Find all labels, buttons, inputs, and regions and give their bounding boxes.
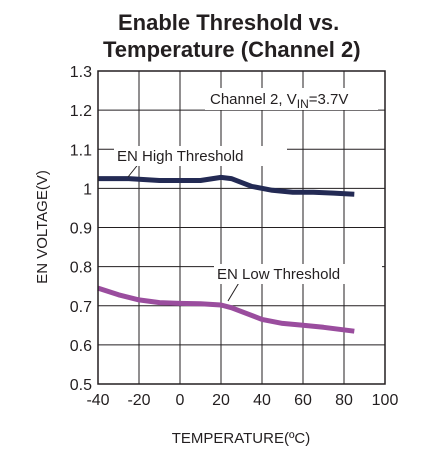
y-tick-label: 0.5 bbox=[70, 377, 92, 394]
x-tick-label: 100 bbox=[372, 392, 399, 409]
x-tick-label: -40 bbox=[86, 392, 109, 409]
y-tick-label: 1.2 bbox=[70, 103, 92, 120]
x-tick-labels: -40 -20 0 20 40 60 80 100 bbox=[86, 392, 398, 409]
y-tick-label: 1.3 bbox=[70, 64, 92, 81]
condition-label-bg bbox=[205, 88, 378, 110]
series-label-low: EN Low Threshold bbox=[217, 266, 340, 283]
y-tick-labels: 0.5 0.6 0.7 0.8 0.9 1 1.1 1.2 1.3 bbox=[70, 64, 92, 394]
y-tick-label: 0.8 bbox=[70, 260, 92, 277]
x-tick-label: 20 bbox=[212, 392, 230, 409]
low-label-leader bbox=[227, 280, 241, 302]
x-tick-label: -20 bbox=[127, 392, 150, 409]
chart-title-line2: Temperature (Channel 2) bbox=[103, 37, 361, 62]
y-axis-label: EN VOLTAGE(V) bbox=[34, 170, 51, 284]
x-tick-label: 0 bbox=[176, 392, 185, 409]
grid bbox=[97, 70, 386, 385]
y-tick-label: 1 bbox=[83, 181, 92, 198]
x-tick-label: 60 bbox=[294, 392, 312, 409]
x-axis-label: TEMPERATURE(ºC) bbox=[172, 430, 311, 447]
series-lines bbox=[97, 174, 355, 334]
high-label-bg bbox=[114, 146, 287, 166]
series-line-en-low bbox=[97, 285, 355, 334]
chart-title-line1: Enable Threshold vs. bbox=[118, 10, 339, 35]
y-tick-label: 1.1 bbox=[70, 142, 92, 159]
series-line-en-high bbox=[98, 174, 355, 197]
x-tick-label: 80 bbox=[335, 392, 353, 409]
condition-label: Channel 2, VIN=3.7V bbox=[210, 91, 348, 111]
plot-frame bbox=[97, 70, 386, 385]
y-tick-label: 0.7 bbox=[70, 299, 92, 316]
series-label-high: EN High Threshold bbox=[117, 148, 243, 165]
x-tick-label: 40 bbox=[253, 392, 271, 409]
y-tick-label: 0.6 bbox=[70, 338, 92, 355]
low-label-bg bbox=[214, 264, 382, 284]
y-tick-label: 0.9 bbox=[70, 221, 92, 238]
